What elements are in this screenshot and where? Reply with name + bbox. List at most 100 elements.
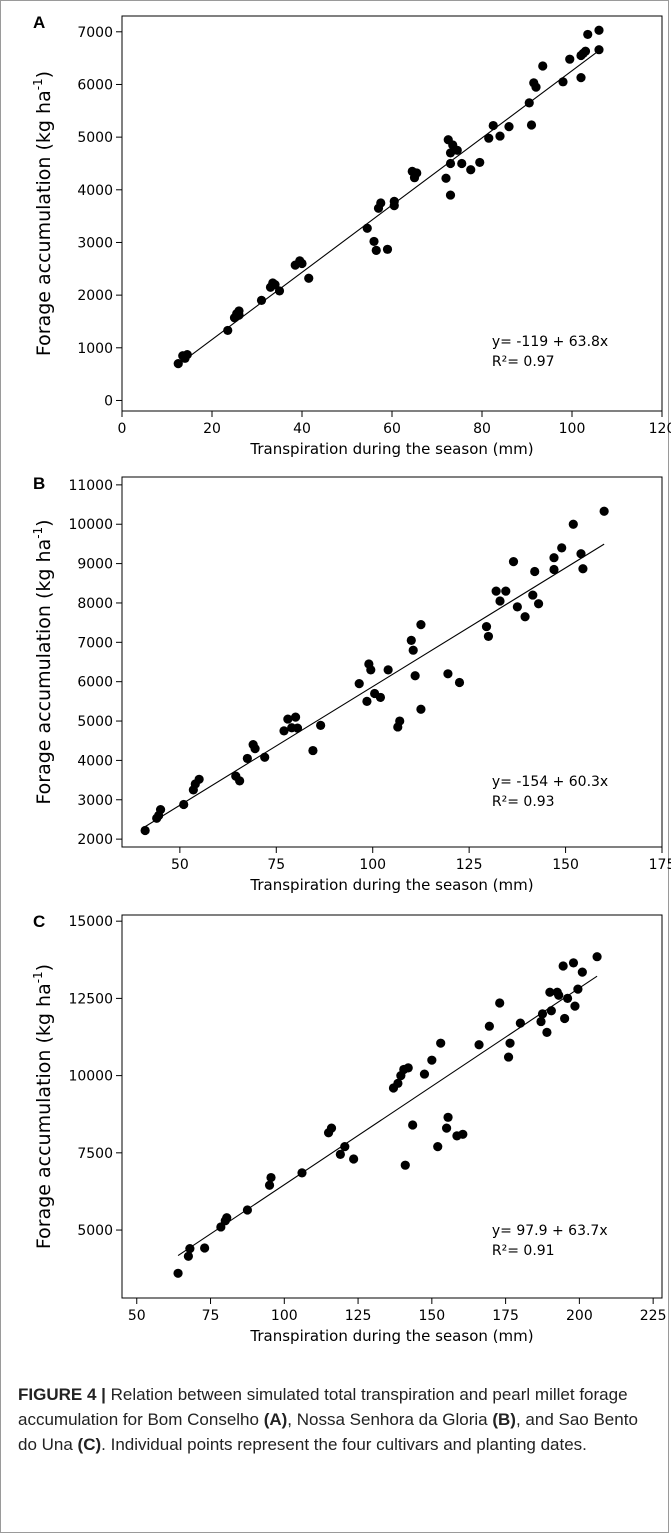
data-point <box>576 549 586 559</box>
caption-panel-ref: (B) <box>492 1410 516 1429</box>
r-squared: R²= 0.97 <box>492 354 555 370</box>
data-point <box>488 120 498 131</box>
data-point <box>530 566 540 577</box>
y-tick-label: 7500 <box>77 1146 113 1162</box>
x-tick-label: 75 <box>202 1308 220 1324</box>
data-point <box>266 1172 276 1183</box>
y-axis-label: Forage accumulation (kg ha-1) <box>31 519 55 804</box>
caption-body: Relation between simulated total transpi… <box>18 1385 638 1454</box>
caption-panel-ref: (A) <box>263 1410 288 1429</box>
regression-equation: y= 97.9 + 63.7x <box>492 1223 608 1239</box>
data-point <box>474 1040 484 1050</box>
data-point <box>223 325 233 336</box>
x-tick-label: 150 <box>418 1308 445 1324</box>
figure-charts: A 0 1000 2000 3000 4000 5000 6000 7000 0 20 40 60 80 1… <box>31 13 671 1345</box>
y-tick-label: 15000 <box>68 914 113 930</box>
data-point <box>457 158 467 169</box>
data-point <box>580 46 591 56</box>
data-point <box>412 168 422 178</box>
x-tick-label: 100 <box>271 1308 298 1324</box>
data-point <box>538 61 548 71</box>
y-tick-label: 5000 <box>77 1223 113 1239</box>
data-point <box>393 1078 403 1088</box>
data-point <box>441 1123 452 1133</box>
data-point <box>520 612 530 622</box>
data-point <box>578 564 588 574</box>
data-point <box>279 726 289 736</box>
data-point <box>406 635 416 645</box>
chart-panel-a: A 0 1000 2000 3000 4000 5000 6000 7000 0 20 40 60 80 1… <box>31 13 671 458</box>
r-squared: R²= 0.93 <box>492 794 555 810</box>
data-point <box>326 1123 337 1133</box>
x-tick-label: 50 <box>128 1308 146 1324</box>
data-point <box>389 196 399 206</box>
y-tick-label: 3000 <box>77 793 113 809</box>
data-point <box>369 236 379 247</box>
data-point <box>501 586 511 596</box>
y-tick-label: 7000 <box>77 25 113 41</box>
data-point <box>558 77 568 87</box>
y-tick-label: 11000 <box>68 478 113 494</box>
data-point <box>594 45 604 55</box>
data-point <box>410 671 420 681</box>
data-point <box>362 696 372 706</box>
y-tick-label: 8000 <box>77 596 113 612</box>
data-point <box>554 990 564 1000</box>
data-point <box>264 1180 275 1190</box>
y-tick-label: 5000 <box>77 714 113 730</box>
data-point <box>260 752 270 762</box>
data-point <box>536 1016 546 1027</box>
y-axis-label: Forage accumulation (kg ha-1) <box>31 964 55 1249</box>
data-point <box>504 122 514 132</box>
x-tick-label: 20 <box>203 421 221 437</box>
data-point <box>234 306 244 316</box>
x-axis-label: Transpiration during the season (mm) <box>249 440 533 458</box>
data-point <box>340 1142 350 1152</box>
x-axis-label: Transpiration during the season (mm) <box>249 876 533 894</box>
x-tick-label: 0 <box>118 421 127 437</box>
y-axis-label-sup: -1 <box>31 527 45 539</box>
data-point <box>546 1006 556 1016</box>
y-tick-label: 5000 <box>77 130 113 146</box>
data-point <box>256 295 267 305</box>
data-point <box>436 1038 446 1048</box>
data-point <box>297 1168 307 1178</box>
regression-equation: y= -119 + 63.8x <box>492 334 608 350</box>
data-point <box>484 1021 494 1031</box>
data-point <box>466 165 476 175</box>
y-axis-label-text: Forage accumulation (kg ha <box>33 983 55 1249</box>
caption-text: , Nossa Senhora da Gloria <box>287 1410 493 1429</box>
data-point <box>491 586 501 596</box>
y-tick-label: 0 <box>104 393 113 409</box>
data-point <box>568 519 578 529</box>
y-tick-label: 6000 <box>77 77 113 93</box>
data-point <box>531 82 541 92</box>
x-tick-label: 50 <box>171 857 189 873</box>
data-point <box>558 961 568 971</box>
plot-frame <box>121 476 663 848</box>
data-point <box>454 677 465 688</box>
data-point <box>526 120 537 130</box>
y-tick-label: 6000 <box>77 675 113 691</box>
data-point <box>533 599 544 609</box>
data-point <box>283 714 293 724</box>
caption-label: FIGURE 4 | <box>18 1385 106 1404</box>
data-point <box>570 1001 580 1011</box>
data-point <box>505 1038 515 1048</box>
data-point <box>354 679 364 689</box>
data-point <box>557 543 567 553</box>
y-axis-label-close: ) <box>33 519 55 526</box>
data-point <box>452 145 462 155</box>
data-point <box>515 1018 525 1028</box>
data-point <box>549 553 559 563</box>
x-tick-label: 120 <box>649 421 671 437</box>
y-axis-label-sup: -1 <box>31 971 45 983</box>
y-tick-label: 2000 <box>77 288 113 304</box>
data-point <box>537 1009 548 1019</box>
data-point <box>458 1129 468 1139</box>
data-point <box>528 590 538 600</box>
data-point <box>155 805 166 815</box>
data-point <box>576 73 586 83</box>
data-point <box>200 1243 210 1253</box>
y-axis-label-sup: -1 <box>31 78 45 90</box>
